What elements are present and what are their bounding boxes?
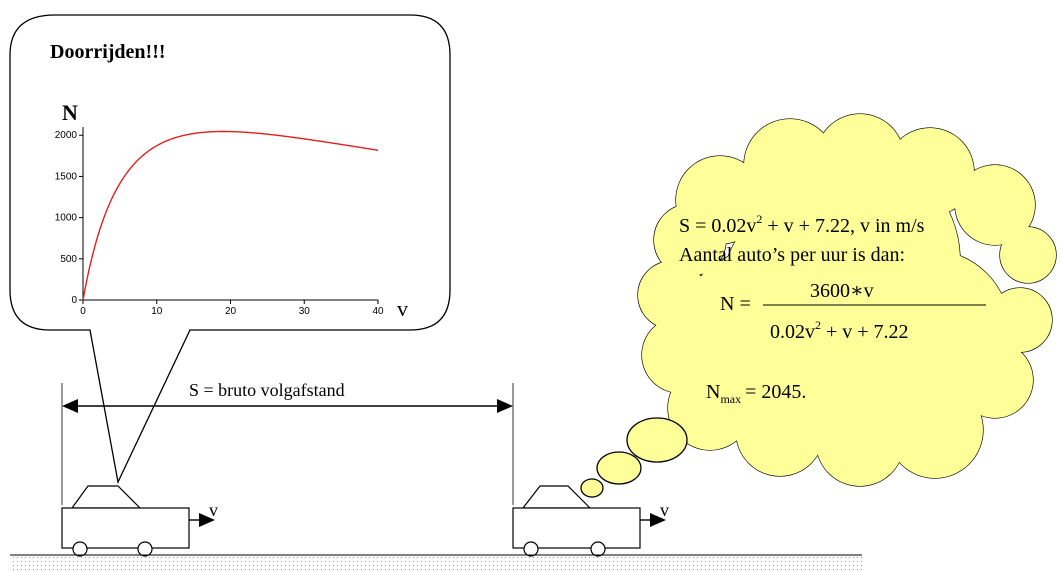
cloud-denominator: 0.02v2 + v + 7.22 — [770, 318, 909, 343]
thought-trail-bubble — [626, 417, 688, 463]
thought-cloud — [580, 113, 1057, 498]
chart-xlabel: v — [397, 296, 408, 321]
distance-dimension: S = bruto volgafstand — [61, 380, 514, 505]
x-tick-label: 30 — [299, 306, 311, 317]
thought-trail-bubble — [580, 478, 604, 498]
car-front: v — [61, 485, 218, 557]
cloud-puff-fill — [850, 250, 1010, 410]
y-tick-label: 2000 — [55, 130, 78, 141]
chart-line-n — [82, 130, 379, 301]
cloud-text: S = 0.02v2 + v + 7.22, v in m/s Aantal a… — [679, 212, 986, 406]
x-tick-label: 40 — [372, 306, 384, 317]
distance-arrow-right — [497, 399, 513, 413]
car-front-cabin — [70, 485, 142, 509]
y-tick-label: 1000 — [55, 213, 78, 224]
chart-y-ticks: 0 500 1000 1500 2000 — [55, 130, 83, 306]
y-tick-label: 0 — [71, 295, 77, 306]
road-texture — [10, 556, 862, 572]
chart-x-ticks: 0 10 20 30 40 — [80, 300, 384, 317]
cloud-cars-per-hour-text: Aantal auto’s per uur is dan: — [679, 244, 905, 266]
car-front-body — [61, 507, 190, 549]
cloud-numerator: 3600∗v — [810, 280, 874, 302]
car-rear-wheel-rear — [523, 541, 539, 557]
car-front-wheel-front — [137, 541, 153, 557]
chart-ylabel: N — [62, 100, 78, 125]
car-rear-wheel-front — [590, 541, 606, 557]
cloud-puff-fill — [680, 250, 840, 410]
cloud-n-lhs: N = — [720, 293, 751, 315]
car-rear: v — [512, 485, 669, 557]
cloud-puff-fill — [955, 165, 1035, 245]
cloud-puff-fill — [1000, 227, 1056, 283]
y-tick-label: 1500 — [55, 171, 78, 182]
distance-arrow-left — [62, 399, 78, 413]
car-rear-body — [512, 507, 641, 549]
n-vs-v-chart: N v 0 10 20 30 40 0 500 1000 1500 2000 — [55, 100, 408, 321]
x-tick-label: 10 — [151, 306, 163, 317]
car-rear-velocity-label: v — [660, 500, 669, 520]
distance-label: S = bruto volgafstand — [189, 380, 345, 400]
cloud-puff-fill — [654, 204, 726, 276]
car-rear-cabin — [521, 485, 592, 509]
thought-trail-bubble — [596, 451, 642, 485]
car-rear-velocity-arrowhead — [650, 513, 666, 527]
y-tick-label: 500 — [60, 254, 77, 265]
bubble-title: Doorrijden!!! — [50, 41, 166, 63]
car-front-wheel-rear — [72, 541, 88, 557]
road — [10, 554, 862, 572]
cloud-nmax: Nmax = 2045. — [706, 381, 806, 406]
car-front-velocity-label: v — [209, 500, 218, 520]
car-front-velocity-arrowhead — [199, 513, 215, 527]
x-tick-label: 0 — [80, 306, 86, 317]
cloud-formula-s: S = 0.02v2 + v + 7.22, v in m/s — [679, 212, 925, 237]
x-tick-label: 20 — [225, 306, 237, 317]
